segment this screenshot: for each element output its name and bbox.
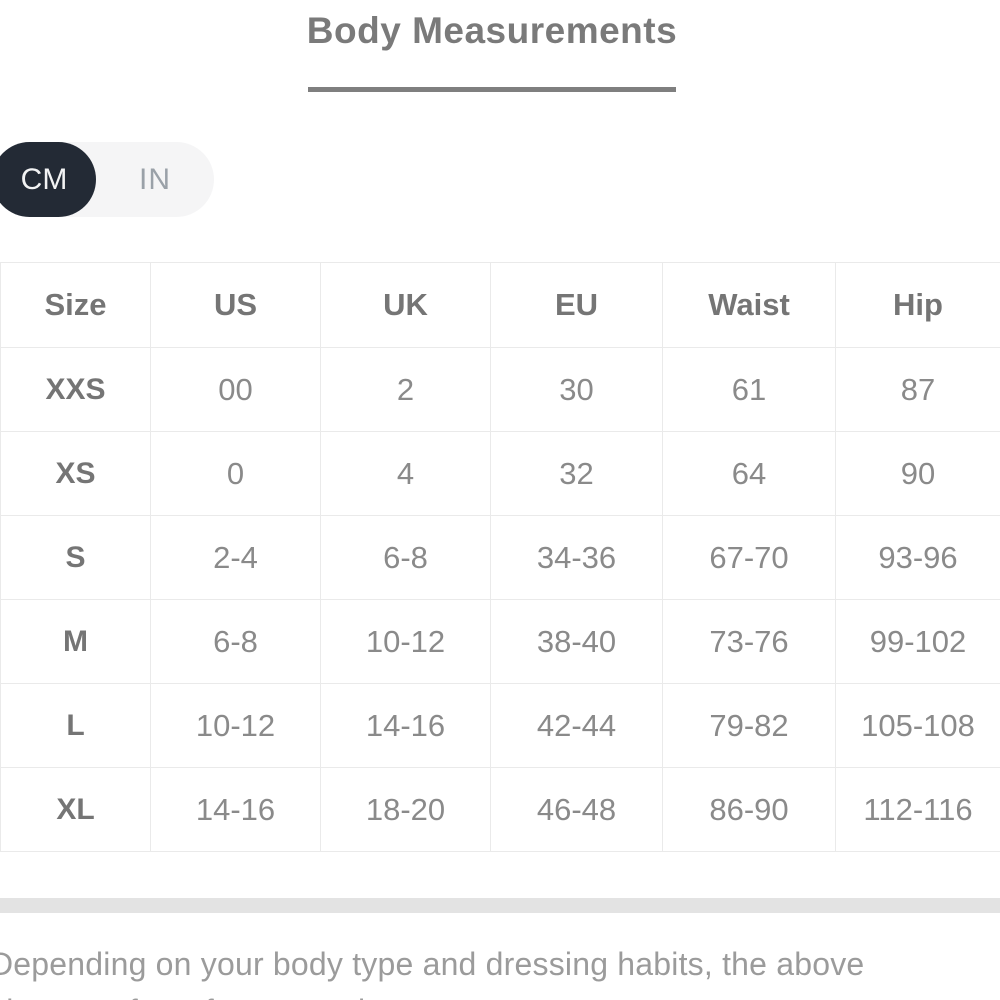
eu-value: 46-48 [490,767,663,852]
page-header: Body Measurements [0,10,984,52]
column-header-size: Size [0,262,151,348]
eu-value: 30 [490,347,663,432]
column-header-us: US [150,262,321,348]
section-divider [0,898,1000,913]
uk-value: 10-12 [320,599,491,684]
unit-toggle-cm[interactable]: CM [0,142,96,217]
hip-value: 90 [835,431,1000,516]
size-label: XL [0,767,151,852]
size-label: L [0,683,151,768]
footer-note-line2: sizes are for reference only. [0,988,1000,1000]
table-row-xs: XS 0 4 32 64 90 [0,431,1000,516]
size-chart-table: Size US UK EU Waist Hip XXS 00 2 30 61 8… [0,262,1000,852]
waist-value: 79-82 [662,683,836,768]
waist-value: 67-70 [662,515,836,600]
eu-value: 34-36 [490,515,663,600]
footer-note: Depending on your body type and dressing… [0,941,1000,1000]
hip-value: 105-108 [835,683,1000,768]
uk-value: 14-16 [320,683,491,768]
size-label: M [0,599,151,684]
uk-value: 6-8 [320,515,491,600]
uk-value: 2 [320,347,491,432]
unit-toggle[interactable]: CM IN [0,142,214,217]
waist-value: 61 [662,347,836,432]
title-underline [308,87,676,92]
eu-value: 38-40 [490,599,663,684]
us-value: 00 [150,347,321,432]
us-value: 10-12 [150,683,321,768]
unit-toggle-in[interactable]: IN [96,142,214,217]
us-value: 0 [150,431,321,516]
table-row-xxs: XXS 00 2 30 61 87 [0,347,1000,432]
eu-value: 42-44 [490,683,663,768]
uk-value: 18-20 [320,767,491,852]
size-label: S [0,515,151,600]
size-label: XXS [0,347,151,432]
us-value: 6-8 [150,599,321,684]
waist-value: 64 [662,431,836,516]
page-title: Body Measurements [306,10,678,51]
uk-value: 4 [320,431,491,516]
column-header-hip: Hip [835,262,1000,348]
table-row-l: L 10-12 14-16 42-44 79-82 105-108 [0,683,1000,768]
eu-value: 32 [490,431,663,516]
hip-value: 93-96 [835,515,1000,600]
table-row-m: M 6-8 10-12 38-40 73-76 99-102 [0,599,1000,684]
table-header-row: Size US UK EU Waist Hip [0,262,1000,348]
hip-value: 87 [835,347,1000,432]
footer-note-line1: Depending on your body type and dressing… [0,946,865,982]
size-label: XS [0,431,151,516]
us-value: 2-4 [150,515,321,600]
column-header-waist: Waist [662,262,836,348]
waist-value: 86-90 [662,767,836,852]
column-header-uk: UK [320,262,491,348]
waist-value: 73-76 [662,599,836,684]
hip-value: 112-116 [835,767,1000,852]
column-header-eu: EU [490,262,663,348]
hip-value: 99-102 [835,599,1000,684]
us-value: 14-16 [150,767,321,852]
table-row-xl: XL 14-16 18-20 46-48 86-90 112-116 [0,767,1000,852]
table-row-s: S 2-4 6-8 34-36 67-70 93-96 [0,515,1000,600]
